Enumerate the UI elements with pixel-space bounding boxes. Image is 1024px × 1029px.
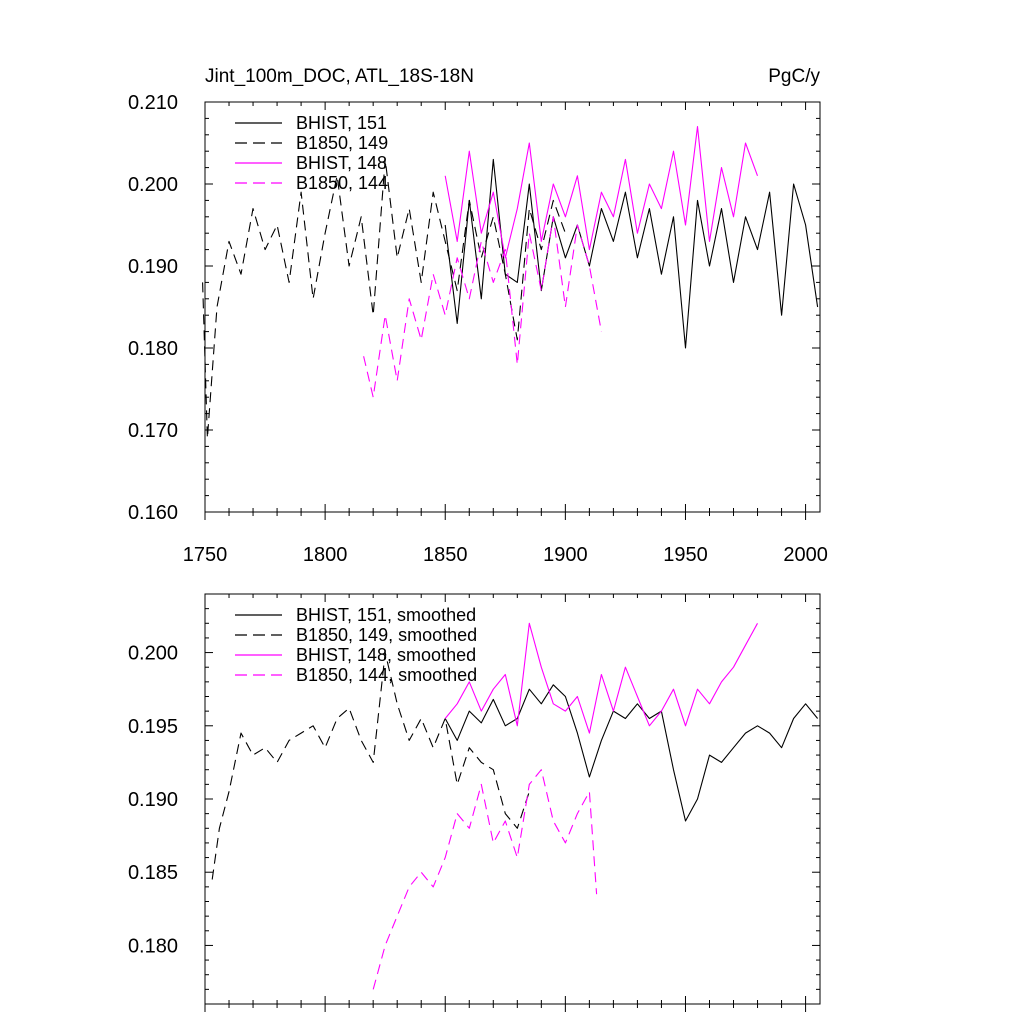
- y-tick-label: 0.200: [128, 643, 178, 665]
- units-label: PgC/y: [768, 66, 820, 87]
- series-line: [444, 126, 759, 259]
- y-tick-label: 0.195: [128, 716, 178, 738]
- legend-entry-label: BHIST, 148, smoothed: [296, 645, 476, 665]
- y-tick-label: 0.210: [128, 92, 178, 114]
- series-line: [372, 769, 598, 990]
- series-line: [444, 622, 758, 734]
- top-panel: 1750 1800 1850 1900 1950 2000 0.160 0.170 0.180 0…: [128, 92, 828, 566]
- series-line: [363, 216, 602, 398]
- x-tick-label: 1900: [543, 544, 588, 566]
- y-tick-label: 0.190: [128, 789, 178, 811]
- x-tick-label: 1750: [183, 544, 228, 566]
- series-line: [211, 652, 530, 880]
- x-tick-label: 2000: [783, 544, 828, 566]
- y-tick-label: 0.180: [128, 935, 178, 957]
- plot-frame: [204, 101, 821, 513]
- x-tick-label: 1800: [303, 544, 348, 566]
- y-tick-label: 0.180: [128, 338, 178, 360]
- y-tick-label: 0.185: [128, 862, 178, 884]
- legend-entry-label: B1850, 149, smoothed: [296, 625, 477, 645]
- legend-entry-label: B1850, 144: [296, 173, 388, 193]
- x-tick-label: 1950: [663, 544, 708, 566]
- legend-entry-label: B1850, 149: [296, 133, 388, 153]
- x-tick-label: 1850: [423, 544, 468, 566]
- series-line: [444, 158, 819, 349]
- y-tick-label: 0.190: [128, 256, 178, 278]
- legend-entry-label: BHIST, 151, smoothed: [296, 605, 476, 625]
- series-line: [444, 684, 819, 822]
- y-tick-label: 0.200: [128, 174, 178, 196]
- y-tick-label: 0.170: [128, 420, 178, 442]
- legend-entry-label: BHIST, 148: [296, 153, 387, 173]
- chart-title: Jint_100m_DOC, ATL_18S-18N: [205, 66, 474, 87]
- legend-entry-label: B1850, 144, smoothed: [296, 665, 477, 685]
- legend-entry-label: BHIST, 151: [296, 113, 387, 133]
- bottom-panel: 0.180 0.185 0.190 0.195 0.200 BHIST, 151, smo…: [128, 593, 821, 1012]
- y-tick-label: 0.160: [128, 502, 178, 524]
